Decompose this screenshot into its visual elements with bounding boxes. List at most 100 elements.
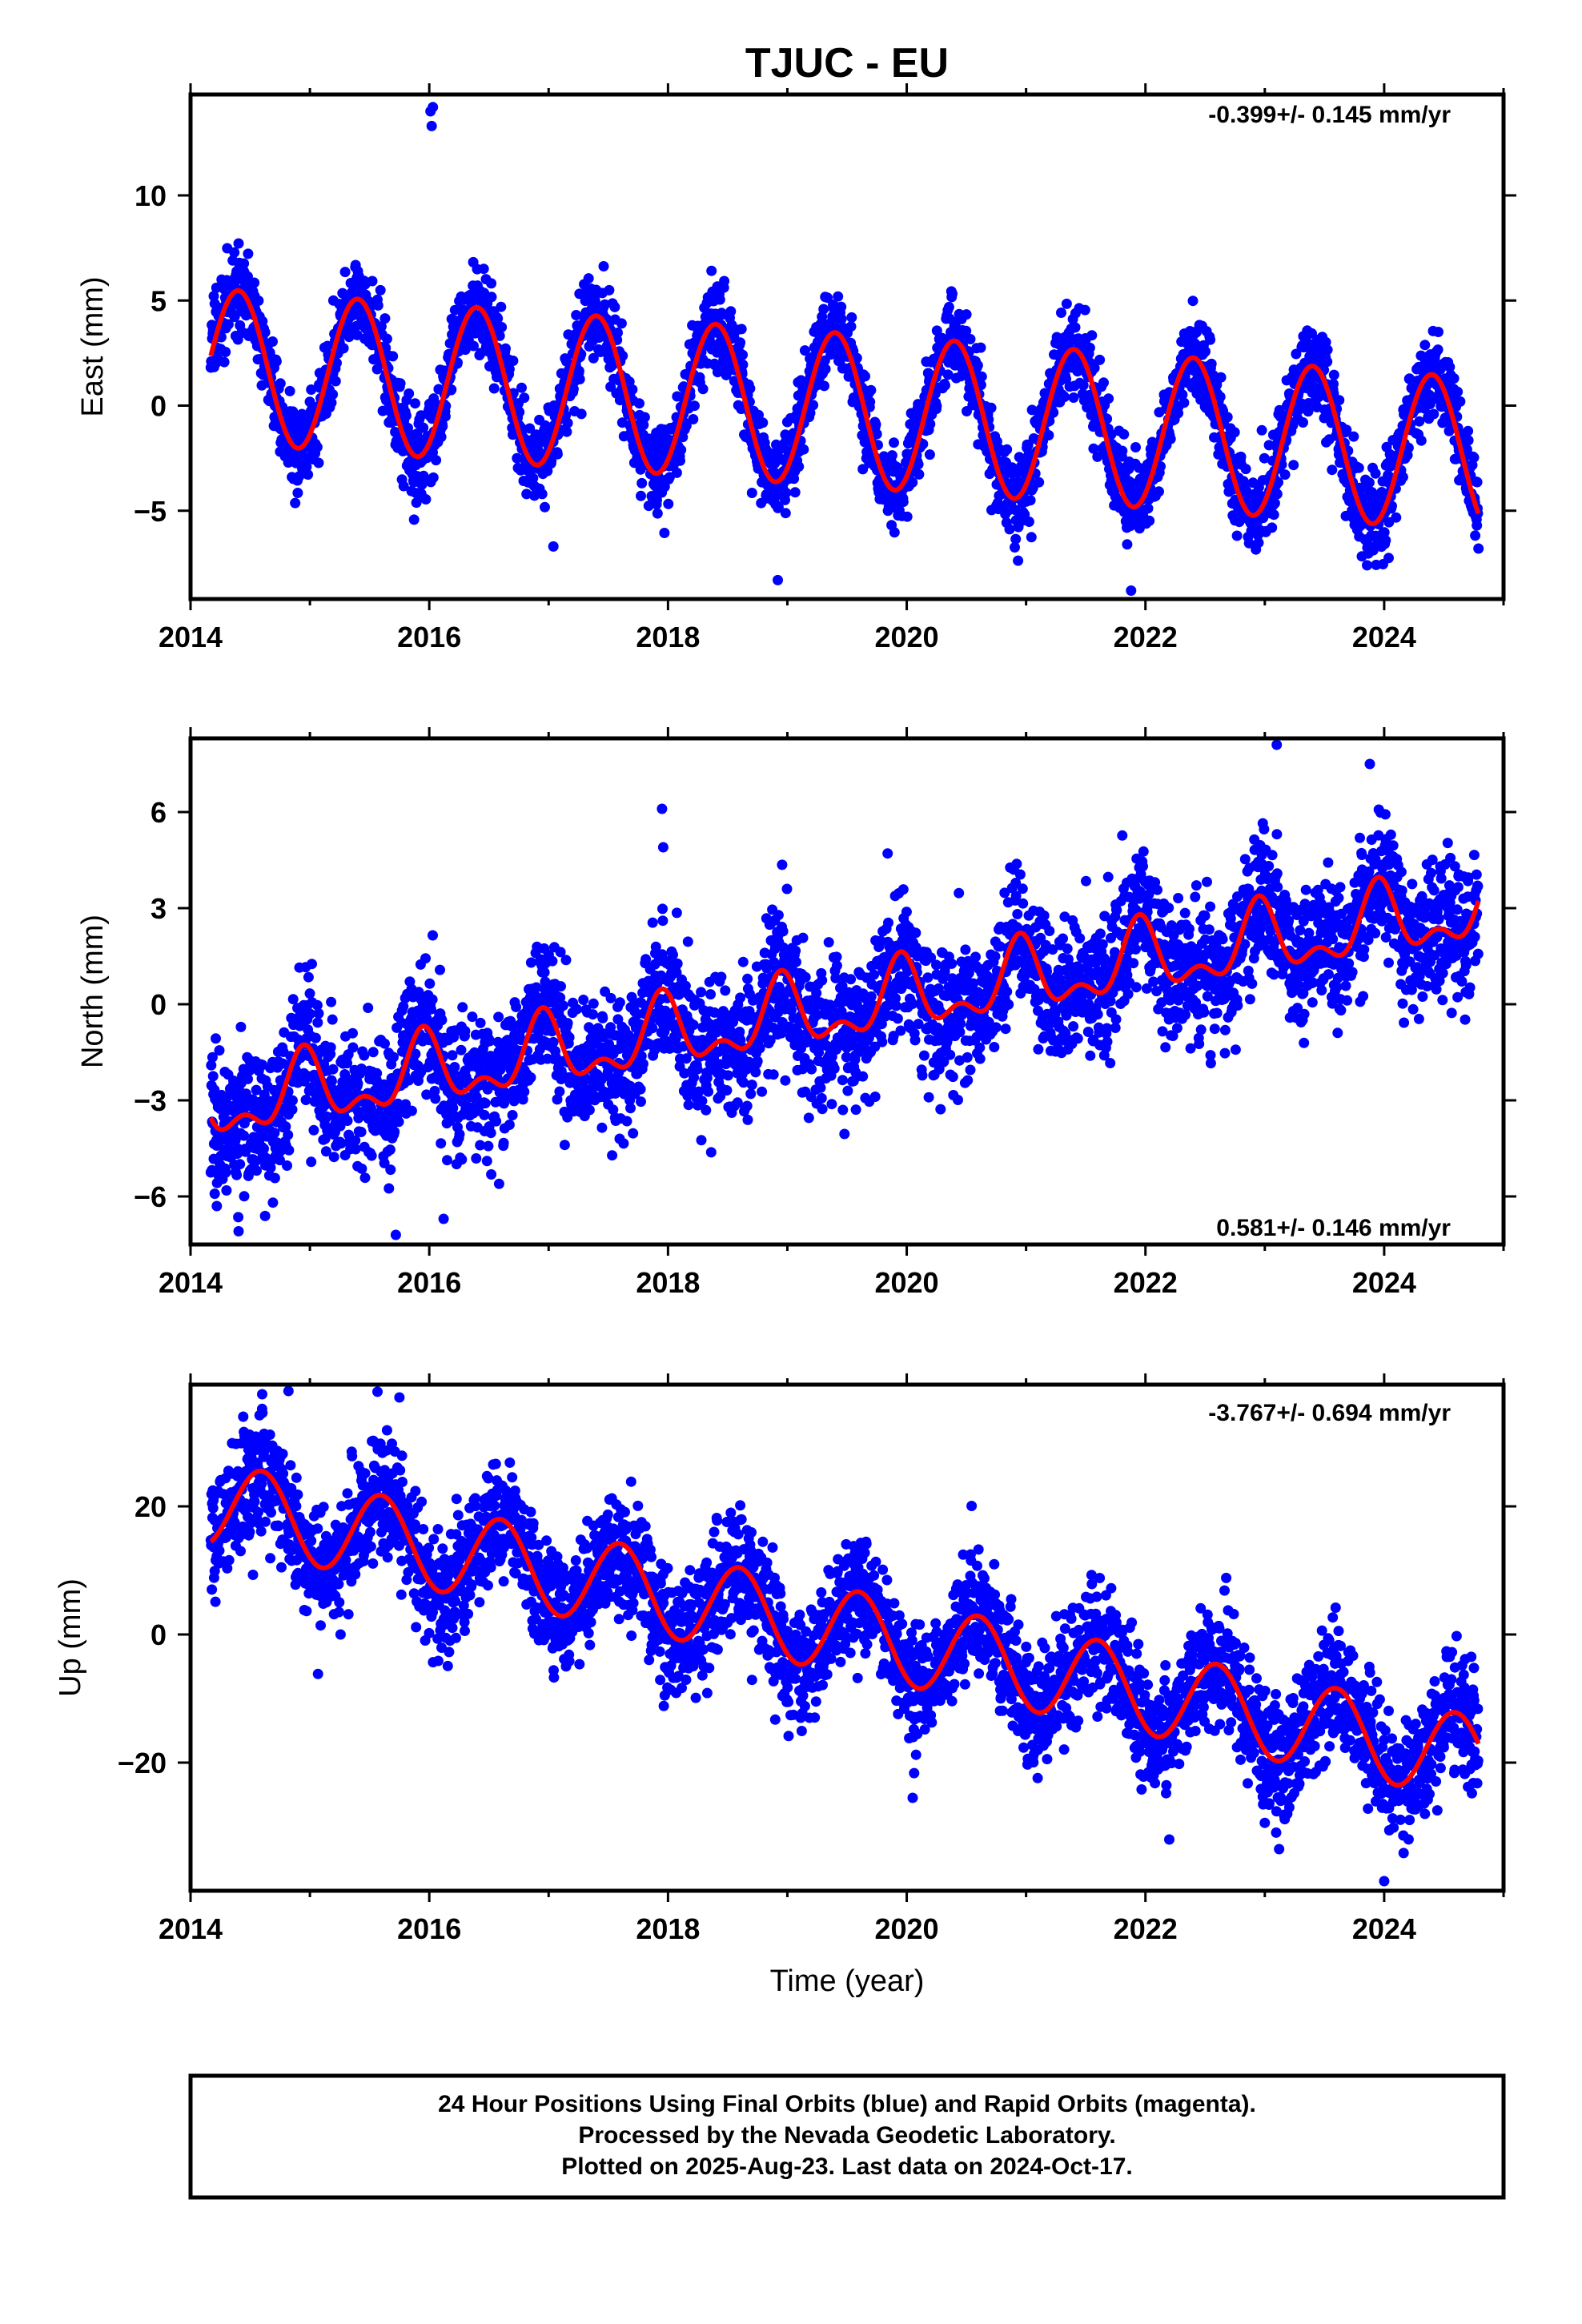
- east-data-point: [1470, 530, 1481, 541]
- east-data-point: [486, 292, 497, 303]
- east-data-point: [229, 247, 240, 258]
- east-data-point: [1279, 469, 1291, 480]
- east-data-point: [1256, 424, 1267, 436]
- east-data-point: [449, 304, 460, 316]
- north-data-point: [327, 1063, 339, 1075]
- east-data-point: [375, 284, 386, 296]
- east-data-point: [440, 411, 451, 422]
- east-data-point: [524, 423, 536, 434]
- east-data-point: [652, 494, 662, 505]
- north-data-point: [211, 1033, 221, 1044]
- east-data-point: [546, 456, 557, 466]
- east-data-point: [576, 408, 587, 420]
- east-data-point: [688, 414, 699, 424]
- east-data-point: [1098, 377, 1109, 388]
- north-data-point: [491, 1116, 502, 1127]
- east-data-point: [634, 398, 644, 409]
- east-data-point: [1455, 396, 1466, 407]
- north-data-point: [282, 1160, 292, 1171]
- east-data-point: [681, 420, 692, 432]
- east-data-point: [519, 392, 530, 404]
- north-data-point: [424, 978, 436, 989]
- north-data-point: [300, 1095, 311, 1105]
- north-data-point: [657, 903, 668, 915]
- east-data-point: [836, 313, 847, 324]
- north-data-point: [480, 1098, 491, 1109]
- east-data-point: [865, 396, 876, 408]
- east-data-point: [972, 360, 983, 371]
- north-data-point: [636, 1096, 646, 1108]
- east-data-point: [1472, 520, 1483, 531]
- north-data-point: [367, 1047, 379, 1058]
- east-data-point: [395, 378, 406, 389]
- north-data-point: [235, 1159, 246, 1170]
- east-data-point: [886, 450, 897, 461]
- east-data-point: [1144, 515, 1155, 526]
- east-data-point: [249, 277, 260, 288]
- east-data-point: [652, 508, 663, 519]
- north-data-point: [578, 995, 589, 1005]
- east-data-point: [284, 385, 295, 396]
- east-data-point: [798, 444, 809, 455]
- east-ytick-label: −5: [134, 495, 167, 528]
- north-data-point: [427, 994, 438, 1005]
- east-rate-label: -0.399+/- 0.145 mm/yr: [1208, 102, 1451, 128]
- north-data-point: [325, 1042, 336, 1053]
- east-data-point: [943, 301, 954, 312]
- east-data-point: [773, 501, 784, 513]
- east-data-point: [243, 248, 254, 259]
- east-data-point: [781, 487, 792, 498]
- north-data-point: [352, 1078, 363, 1089]
- north-data-point: [363, 1003, 374, 1013]
- east-data-point: [1269, 497, 1280, 509]
- east-data-point: [714, 294, 725, 305]
- east-data-point: [468, 340, 479, 352]
- north-data-point: [572, 1003, 582, 1015]
- north-data-point: [359, 1172, 371, 1184]
- north-data-point: [233, 1212, 244, 1223]
- east-data-point: [400, 410, 412, 421]
- east-data-point: [1415, 435, 1427, 446]
- east-data-point: [223, 319, 234, 330]
- north-data-point: [259, 1210, 271, 1221]
- east-data-point: [1452, 386, 1464, 397]
- east-outlier-point: [1473, 543, 1484, 554]
- east-data-point: [287, 406, 299, 417]
- north-data-point: [306, 1156, 317, 1168]
- east-data-point: [536, 489, 548, 500]
- north-data-point: [307, 959, 317, 970]
- north-data-point: [231, 1169, 243, 1180]
- north-data-point: [628, 1128, 639, 1139]
- east-data-point: [504, 364, 515, 375]
- north-data-point: [519, 1086, 530, 1097]
- east-data-point: [913, 468, 925, 480]
- east-data-point: [1231, 530, 1243, 541]
- east-ytick-label: 0: [151, 390, 167, 423]
- north-data-point: [221, 1185, 232, 1196]
- east-data-point: [229, 312, 240, 323]
- east-data-point: [1103, 393, 1114, 404]
- east-data-point: [1463, 425, 1474, 436]
- north-data-point: [214, 1045, 225, 1056]
- north-data-point: [557, 1000, 568, 1011]
- north-data-point: [584, 1104, 595, 1116]
- north-data-point: [635, 1084, 646, 1095]
- north-data-point: [269, 1172, 280, 1184]
- north-data-point: [456, 1154, 468, 1165]
- north-data-point: [467, 1011, 478, 1023]
- east-data-point: [846, 312, 857, 323]
- north-data-point: [355, 1127, 367, 1137]
- east-data-point: [965, 334, 976, 344]
- east-data-point: [1383, 553, 1394, 564]
- north-data-point: [239, 1191, 250, 1202]
- east-data-point: [1328, 369, 1339, 380]
- east-data-point: [1267, 522, 1278, 533]
- east-data-point: [639, 412, 650, 423]
- east-data-point: [1084, 342, 1095, 353]
- east-data-point: [865, 384, 877, 396]
- east-ytick-label: 10: [135, 179, 167, 212]
- east-data-point: [675, 455, 685, 466]
- east-data-point: [1130, 442, 1141, 452]
- east-data-point: [735, 337, 746, 348]
